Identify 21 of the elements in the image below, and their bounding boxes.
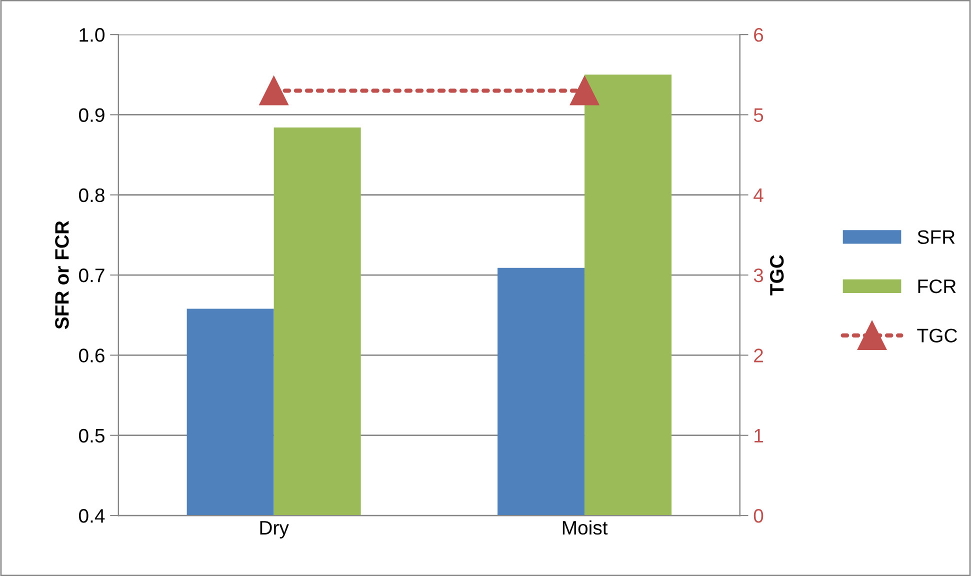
- y2-tick-label: 6: [754, 28, 764, 42]
- y-tick-label: 0.8: [79, 188, 104, 202]
- y2-tick-label: 2: [754, 348, 763, 362]
- legend-label: FCR: [918, 279, 956, 294]
- y2-axis-title: TGC: [770, 255, 784, 296]
- y-tick-label: 0.6: [79, 348, 104, 362]
- legend-label: TGC: [917, 328, 958, 342]
- y-tick-label: 1.0: [80, 28, 105, 42]
- y2-tick-label: 5: [754, 108, 764, 122]
- y2-tick-label: 3: [754, 268, 764, 282]
- y-tick-label: 0.7: [79, 268, 104, 282]
- y2-tick-label: 4: [754, 188, 764, 202]
- x-tick-label: Moist: [562, 520, 608, 535]
- y-tick-label: 0.4: [79, 508, 105, 523]
- y2-tick-label: 0: [754, 508, 764, 523]
- y2-tick-label: 1: [754, 429, 763, 442]
- y-tick-label: 0.9: [79, 108, 104, 122]
- y-tick-label: 0.5: [79, 428, 104, 443]
- y-axis-title: SFR or FCR: [55, 220, 69, 330]
- legend-label: SFR: [918, 230, 955, 244]
- x-tick-label: Dry: [260, 521, 289, 539]
